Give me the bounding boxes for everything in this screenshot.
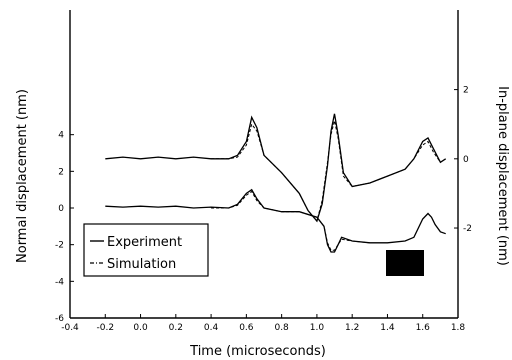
scale-block-marker [386, 250, 424, 276]
left-y-tick-label: 2 [58, 167, 64, 177]
chart-traces [105, 113, 447, 253]
left-y-tick-label: -4 [55, 277, 64, 287]
experiment-in-plane-trace [105, 113, 447, 223]
x-tick-label: 1.0 [310, 323, 325, 333]
right-y-axis-title: In-plane displacement (nm) [495, 86, 510, 266]
right-y-tick-label: -2 [463, 224, 472, 234]
right-y-tick-label: 0 [463, 155, 469, 165]
x-axis-title: Time (microseconds) [189, 344, 326, 359]
x-tick-label: 0.4 [204, 323, 219, 333]
x-tick-label: -0.2 [96, 323, 114, 333]
x-tick-label: 0.2 [169, 323, 183, 333]
left-y-tick-label: 4 [58, 131, 64, 141]
experiment-normal-trace [105, 188, 446, 253]
chart-legend: Experiment Simulation [83, 223, 209, 277]
x-tick-label: 0.0 [133, 323, 148, 333]
left-y-axis-title: Normal displacement (nm) [15, 89, 30, 263]
legend-label-experiment: Experiment [107, 235, 182, 250]
x-tick-label: 1.4 [380, 323, 395, 333]
x-tick-label: 1.8 [451, 323, 466, 333]
left-y-tick-label: 0 [58, 204, 64, 214]
legend-label-simulation: Simulation [107, 257, 176, 272]
right-y-tick-label: 2 [463, 86, 469, 96]
left-y-tick-label: -2 [55, 241, 64, 251]
x-tick-label: 1.6 [416, 323, 431, 333]
x-tick-label: 0.6 [239, 323, 254, 333]
x-tick-label: 1.2 [345, 323, 359, 333]
simulation-normal-trace [211, 190, 370, 251]
chart-axes [69, 10, 459, 319]
left-y-tick-label: -6 [55, 314, 64, 324]
chart-ticks: -0.4 -0.2 0.0 0.2 0.4 0.6 0.8 1.0 1.2 1.4 1.6 1.8 -6… [55, 86, 472, 333]
legend-box [83, 223, 209, 277]
x-tick-label: -0.4 [61, 323, 79, 333]
simulation-in-plane-trace [211, 120, 441, 223]
x-tick-label: 0.8 [274, 323, 289, 333]
